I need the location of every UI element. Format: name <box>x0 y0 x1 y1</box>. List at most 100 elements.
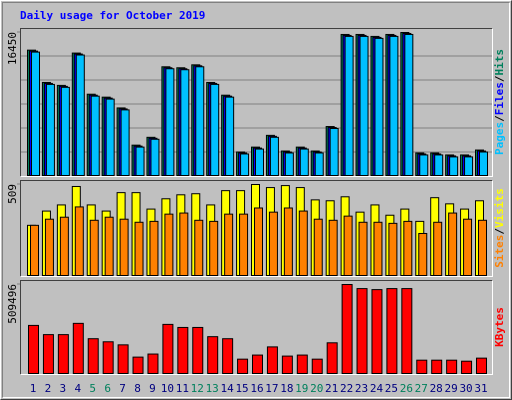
bar <box>314 152 324 176</box>
bar <box>42 334 54 374</box>
bar <box>448 212 458 276</box>
bar <box>476 357 487 374</box>
bar <box>268 211 278 276</box>
x-tick-label: 2 <box>45 382 52 395</box>
x-tick-label: 5 <box>89 382 96 395</box>
bar <box>269 136 279 176</box>
bar <box>194 219 204 277</box>
bar <box>329 128 339 176</box>
legend-entry: Sites <box>493 235 506 268</box>
bar <box>45 83 55 176</box>
panel-border-dark <box>20 28 493 177</box>
y-tick-label: 509 <box>6 184 19 204</box>
bar <box>296 354 308 374</box>
bar <box>195 66 205 176</box>
bar <box>135 146 145 176</box>
x-tick-label: 15 <box>235 382 248 395</box>
bar <box>31 51 40 176</box>
legend-entry: KBytes <box>493 307 506 347</box>
x-tick-label: 7 <box>119 382 126 395</box>
bar <box>192 326 204 375</box>
bar <box>388 222 398 276</box>
bar <box>313 218 323 276</box>
bar <box>90 95 100 176</box>
x-tick-label: 21 <box>325 382 338 395</box>
x-tick-label: 17 <box>265 382 278 395</box>
bar <box>403 220 413 276</box>
bar <box>59 216 69 277</box>
legend-entry: Pages <box>493 122 506 155</box>
bar <box>117 344 129 374</box>
bar <box>75 54 85 176</box>
bar <box>28 324 39 374</box>
bar <box>479 151 488 176</box>
bar <box>328 219 338 277</box>
bar <box>30 224 39 276</box>
x-tick-label: 12 <box>191 382 204 395</box>
bar <box>478 219 487 277</box>
legend-separator: / <box>493 75 506 82</box>
panel-border-light <box>20 28 493 177</box>
bar <box>404 33 414 177</box>
bar <box>419 154 429 177</box>
bar <box>224 213 234 277</box>
bar <box>401 288 413 374</box>
x-tick-label: 8 <box>134 382 141 395</box>
x-tick-label: 11 <box>176 382 189 395</box>
bar <box>298 210 308 276</box>
x-tick-label: 18 <box>280 382 293 395</box>
bar <box>150 138 160 176</box>
y-tick-label: 16450 <box>6 32 19 65</box>
x-tick-label: 14 <box>221 382 235 395</box>
legend: KBytes <box>493 307 506 347</box>
bar <box>132 356 144 375</box>
x-tick-label: 22 <box>340 382 353 395</box>
bar <box>164 213 174 277</box>
bar <box>210 83 220 176</box>
bar <box>344 35 354 176</box>
bar <box>57 334 69 374</box>
bar <box>311 358 323 374</box>
bar <box>299 148 309 176</box>
x-tick-label: 28 <box>430 382 443 395</box>
legend-entry: Visits <box>493 188 506 228</box>
bar <box>177 326 189 375</box>
bar <box>102 341 114 374</box>
x-tick-label: 16 <box>250 382 263 395</box>
x-tick-label: 4 <box>74 382 81 395</box>
bar <box>240 153 250 177</box>
x-tick-label: 27 <box>415 382 428 395</box>
bar <box>326 342 338 375</box>
bar <box>162 323 174 374</box>
bar <box>373 221 383 276</box>
bar <box>358 221 368 276</box>
legend-entry: Files <box>493 82 506 115</box>
bar <box>341 284 353 374</box>
bar <box>255 148 264 176</box>
bar <box>207 336 219 375</box>
x-tick-label: 30 <box>459 382 472 395</box>
bar <box>359 35 369 176</box>
bar <box>165 68 175 176</box>
bar <box>374 37 384 176</box>
bar <box>87 338 99 374</box>
panel-border-light <box>20 280 493 375</box>
panel-border-dark <box>20 280 493 375</box>
bar <box>464 156 474 176</box>
bar <box>433 221 443 276</box>
legend: Pages/Files/Hits <box>493 49 506 155</box>
bar <box>284 152 294 176</box>
bar <box>72 322 84 375</box>
bar <box>44 218 54 276</box>
bar <box>463 218 473 276</box>
x-tick-label: 9 <box>149 382 156 395</box>
bar <box>389 35 399 176</box>
panel-border-light <box>20 180 493 277</box>
bar <box>104 216 114 277</box>
bar <box>149 220 159 276</box>
x-tick-label: 6 <box>104 382 111 395</box>
x-tick-label: 13 <box>206 382 219 395</box>
